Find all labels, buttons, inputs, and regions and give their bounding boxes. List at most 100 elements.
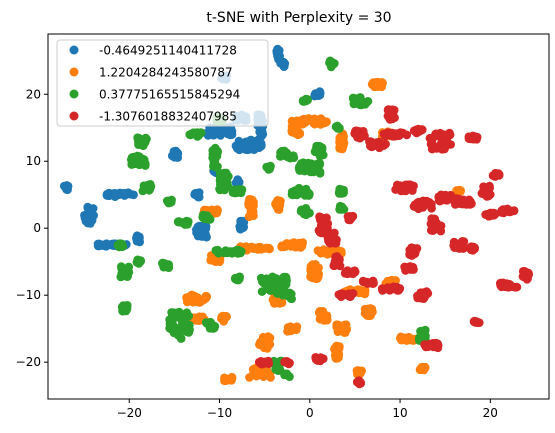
data-point (479, 186, 488, 196)
data-point (237, 185, 247, 194)
data-point (247, 204, 257, 214)
y-axis: −20 −10 0 10 20 (16, 87, 48, 369)
data-point (136, 157, 145, 167)
data-point (262, 162, 271, 172)
legend: -0.4649251140411728 1.2204284243580787 0.3… (56, 39, 269, 127)
data-point (193, 231, 203, 241)
data-point (222, 182, 232, 192)
data-point (370, 140, 380, 149)
data-point (317, 150, 326, 160)
data-point (369, 278, 378, 288)
data-point (322, 117, 331, 126)
data-point (428, 143, 438, 152)
data-point (98, 241, 107, 250)
data-point (295, 129, 305, 139)
data-point (249, 364, 259, 374)
data-point (273, 205, 283, 214)
data-point (323, 219, 333, 228)
data-point (305, 167, 315, 176)
data-point (299, 158, 308, 167)
data-point (437, 145, 447, 154)
data-point (452, 194, 461, 203)
data-point (118, 242, 128, 251)
data-point (280, 369, 290, 379)
legend-box (56, 39, 269, 127)
data-point (300, 191, 310, 200)
data-point (176, 334, 186, 343)
data-point (421, 325, 430, 335)
data-point (209, 130, 218, 140)
data-point (338, 144, 347, 154)
data-point (134, 235, 144, 245)
data-point (277, 146, 287, 156)
data-point (354, 97, 364, 106)
data-point (110, 192, 120, 201)
data-point (378, 285, 387, 295)
data-point (215, 173, 225, 183)
data-point (315, 88, 325, 98)
data-point (332, 235, 341, 244)
data-point (324, 236, 333, 246)
data-point (470, 316, 480, 326)
data-point (333, 327, 343, 337)
data-point (249, 244, 258, 253)
data-point (453, 187, 462, 196)
data-point (199, 213, 209, 223)
data-point (127, 155, 136, 164)
data-point (233, 144, 242, 153)
data-point (367, 304, 377, 314)
data-point (211, 246, 221, 255)
data-point (329, 261, 339, 271)
data-point (264, 243, 274, 253)
data-point (165, 198, 175, 207)
data-point (391, 185, 400, 194)
data-point (512, 282, 522, 292)
data-point (465, 198, 475, 207)
data-point (197, 222, 206, 232)
data-point (123, 264, 133, 273)
x-tick-label: −10 (207, 406, 232, 420)
data-point (316, 213, 326, 222)
data-point (194, 192, 204, 202)
data-point (256, 357, 266, 366)
data-point (221, 376, 230, 386)
data-point (420, 333, 429, 343)
data-point (337, 202, 347, 212)
data-point (227, 130, 237, 139)
data-point (236, 217, 245, 227)
data-point (287, 122, 297, 131)
data-point (429, 218, 439, 227)
data-point (191, 316, 201, 325)
data-point (314, 226, 324, 235)
data-point (262, 274, 271, 284)
data-point (232, 275, 242, 285)
data-point (436, 128, 445, 138)
data-point (187, 130, 197, 139)
data-point (174, 309, 183, 318)
data-point (271, 365, 281, 374)
data-point (486, 190, 495, 199)
data-point (236, 224, 245, 234)
data-point (416, 288, 426, 298)
data-point (179, 315, 188, 325)
data-point (312, 274, 322, 283)
data-point (340, 320, 350, 330)
data-point (323, 315, 332, 325)
data-point (432, 341, 441, 351)
data-point (118, 189, 127, 198)
x-tick-label: 20 (483, 406, 498, 420)
data-point (357, 131, 367, 140)
data-point (407, 243, 416, 252)
data-point (419, 365, 428, 375)
data-point (287, 294, 297, 304)
data-point (303, 95, 312, 104)
data-point (284, 152, 294, 161)
data-point (492, 171, 501, 180)
data-point (196, 297, 206, 307)
legend-marker (69, 67, 79, 77)
data-point (452, 242, 462, 252)
data-point (488, 208, 498, 218)
data-point (158, 258, 167, 268)
data-point (136, 257, 145, 266)
